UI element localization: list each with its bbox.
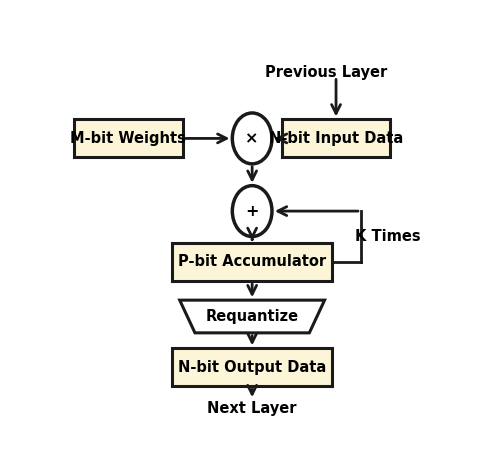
Ellipse shape — [232, 185, 272, 236]
Text: N-bit Input Data: N-bit Input Data — [269, 131, 403, 146]
Text: Previous Layer: Previous Layer — [265, 66, 388, 81]
Text: Next Layer: Next Layer — [208, 401, 297, 416]
Text: N-bit Output Data: N-bit Output Data — [178, 360, 326, 375]
FancyBboxPatch shape — [172, 348, 332, 387]
Text: K Times: K Times — [355, 229, 421, 244]
Text: ×: × — [246, 131, 259, 146]
FancyBboxPatch shape — [282, 119, 390, 158]
FancyBboxPatch shape — [172, 243, 332, 281]
Text: M-bit Weights: M-bit Weights — [70, 131, 186, 146]
Text: Requantize: Requantize — [206, 309, 299, 324]
Ellipse shape — [232, 113, 272, 164]
Text: P-bit Accumulator: P-bit Accumulator — [178, 254, 326, 270]
Polygon shape — [180, 300, 325, 333]
Text: +: + — [246, 203, 259, 219]
FancyBboxPatch shape — [74, 119, 183, 158]
